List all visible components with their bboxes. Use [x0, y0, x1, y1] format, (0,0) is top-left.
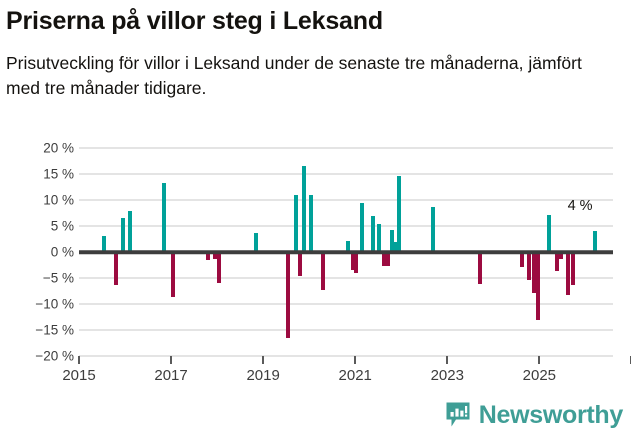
brand-name: Newsworthy [478, 401, 624, 429]
x-tick-label: 2019 [246, 367, 280, 384]
chart-bar[interactable] [120, 217, 125, 252]
chart-bar[interactable] [354, 252, 359, 273]
x-tick-label: 2017 [154, 367, 188, 384]
y-tick-label: −20 % [35, 348, 74, 364]
x-tick-label: 2023 [430, 367, 464, 384]
chart-header: Priserna på villor steg i Leksand Prisut… [6, 6, 625, 101]
x-tick-label: 2021 [338, 367, 372, 384]
gridline [79, 329, 613, 331]
chart-bar[interactable] [205, 252, 210, 261]
newsworthy-logo[interactable]: Newsworthy [445, 401, 623, 429]
chart-bar[interactable] [346, 240, 351, 252]
y-tick-label: −5 % [42, 270, 74, 286]
chart-bar[interactable] [162, 182, 167, 252]
chart-bar[interactable] [547, 214, 552, 252]
plot-area: 4 % [79, 147, 613, 357]
chart-bar[interactable] [571, 252, 576, 285]
gridline [79, 147, 613, 149]
chart-bar[interactable] [297, 252, 302, 276]
chart-container: 20 % 15 % 10 % 5 % 0 % −5 % −10 % −15 % −20 % 4 … [0, 141, 631, 393]
chart-bar[interactable] [294, 194, 299, 252]
gridline [79, 199, 613, 201]
chart-bar[interactable] [286, 252, 291, 338]
chart-bar[interactable] [212, 252, 217, 260]
x-tick [354, 356, 357, 364]
chart-bar[interactable] [431, 206, 436, 252]
chart-bar[interactable] [102, 236, 107, 252]
chart-bar[interactable] [217, 252, 222, 283]
chart-bar[interactable] [531, 252, 536, 294]
chart-bar[interactable] [393, 241, 398, 252]
chart-bar[interactable] [559, 252, 564, 260]
y-tick-label: 20 % [43, 140, 74, 156]
chart-bar[interactable] [377, 223, 382, 252]
chart-bar[interactable] [390, 230, 395, 252]
x-axis-line [79, 356, 613, 357]
x-tick [538, 356, 541, 364]
chart-bar[interactable] [370, 216, 375, 252]
chart-bar[interactable] [171, 252, 176, 297]
chart-bar[interactable] [527, 252, 532, 281]
value-annotation: 4 % [567, 198, 593, 215]
x-tick-label: 2015 [62, 367, 96, 384]
x-tick [446, 356, 449, 364]
gridline [79, 303, 613, 305]
chart-bar[interactable] [519, 252, 524, 267]
y-tick-label: −15 % [35, 322, 74, 338]
x-tick [262, 356, 265, 364]
zero-axis-line [79, 250, 613, 254]
chart-bar[interactable] [320, 252, 325, 291]
chart-bar[interactable] [301, 165, 306, 252]
chart-bar[interactable] [477, 252, 482, 285]
chart-bar[interactable] [113, 252, 118, 286]
chart-bar[interactable] [554, 252, 559, 272]
gridline [79, 225, 613, 227]
x-tick [170, 356, 173, 364]
chart-bar[interactable] [254, 232, 259, 252]
chart-bar[interactable] [396, 175, 401, 252]
page-title: Priserna på villor steg i Leksand [6, 7, 383, 35]
chart-bar[interactable] [360, 202, 365, 252]
chart-bar[interactable] [127, 211, 132, 252]
chart-subtitle: Prisutveckling för villor i Leksand unde… [6, 53, 582, 98]
chart-bar[interactable] [565, 252, 570, 296]
y-tick-label: 0 % [50, 244, 74, 260]
y-tick-label: −10 % [35, 296, 74, 312]
chart-footer: Newsworthy [0, 391, 631, 431]
chart-bar[interactable] [350, 252, 355, 270]
y-tick-label: 15 % [43, 166, 74, 182]
chart-bar[interactable] [309, 194, 314, 252]
chart-bar[interactable] [386, 252, 391, 266]
gridline [79, 277, 613, 279]
gridline [79, 173, 613, 175]
x-tick-label: 2025 [522, 367, 557, 384]
x-tick [78, 356, 80, 364]
y-tick-label: 5 % [50, 218, 74, 234]
chart-bar[interactable] [536, 252, 541, 320]
chart-bar[interactable] [381, 252, 386, 266]
bar-chart-speech-bubble-icon [445, 401, 471, 429]
x-axis: 2015 2017 2019 2021 2023 2025 [62, 356, 631, 392]
y-tick-label: 10 % [43, 192, 74, 208]
y-axis: 20 % 15 % 10 % 5 % 0 % −5 % −10 % −15 % −20 % [0, 141, 74, 362]
chart-bar[interactable] [592, 231, 597, 252]
